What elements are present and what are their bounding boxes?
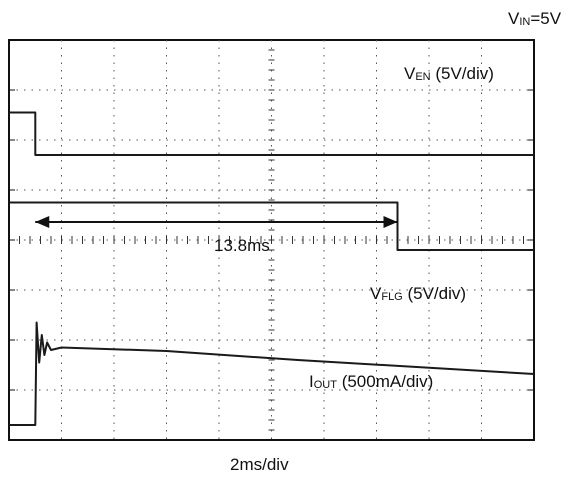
traces [9, 111, 535, 426]
trace-line-2 [9, 321, 535, 426]
trace-line-0 [9, 111, 534, 156]
x-scale-label: 2ms/div [230, 455, 289, 474]
duration-annotation-label: 13.8ms [214, 236, 270, 255]
duration-arrow-head-right [383, 216, 398, 228]
series-label-vflg: VFLG (5V/div) [370, 284, 467, 303]
trace-line-1 [9, 201, 534, 251]
vin-label: VIN=5V [508, 9, 562, 28]
duration-arrow-head-left [35, 216, 50, 228]
series-label-ven: VEN (5V/div) [404, 64, 494, 83]
series-label-iout: IOUT (500mA/div) [309, 372, 434, 391]
graticule [9, 40, 534, 440]
duration-annotation: 13.8ms [35, 216, 398, 255]
